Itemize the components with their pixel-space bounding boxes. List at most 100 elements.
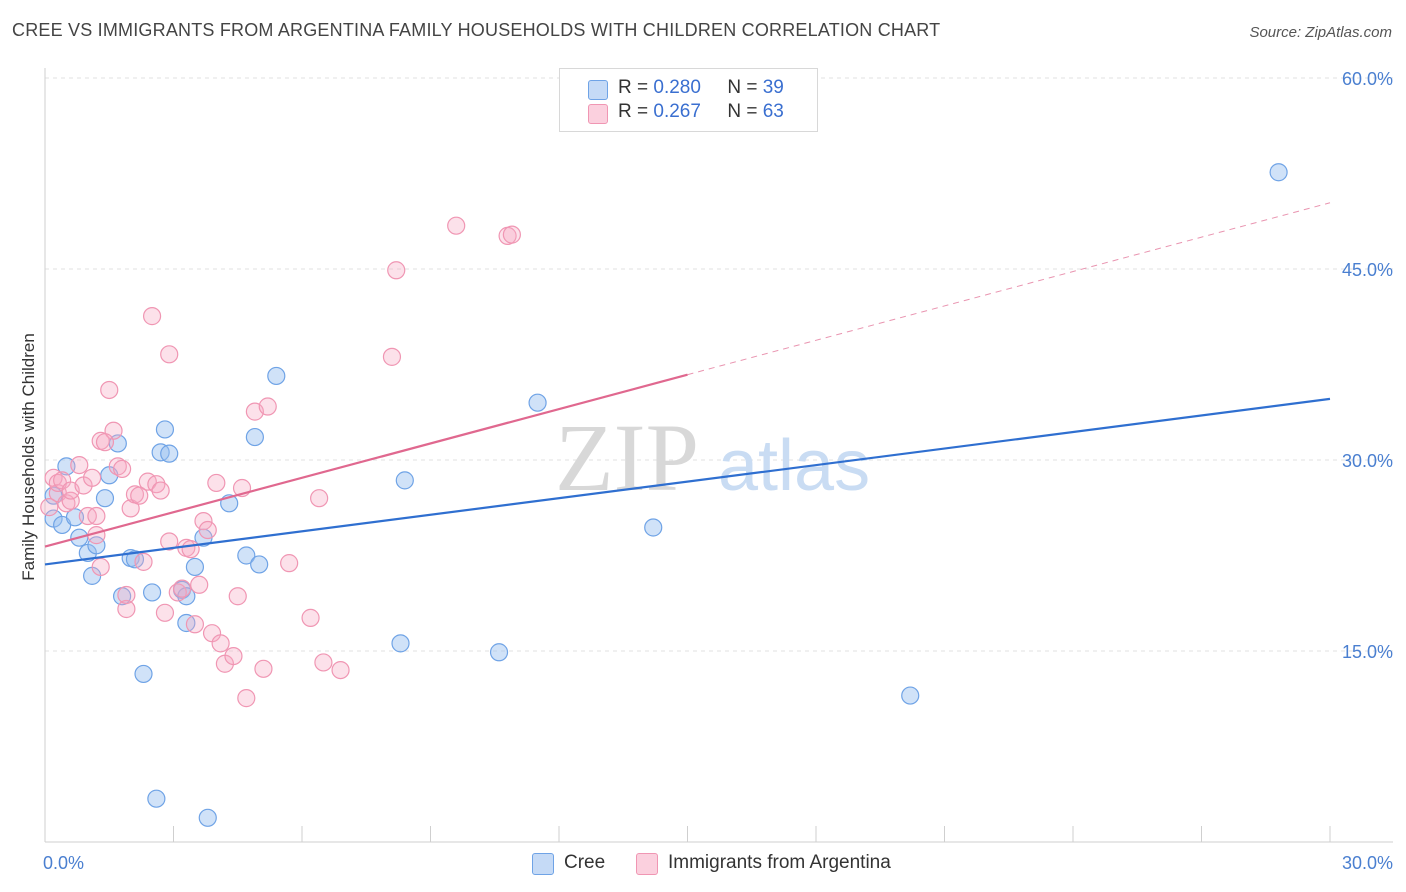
trend-lines [44, 202, 1331, 566]
point-argentina-52 [280, 554, 299, 573]
point-argentina-36 [181, 540, 200, 559]
trend-line-argentina-extension [687, 202, 1331, 376]
series-cree [44, 163, 1288, 827]
legend-n-value-cree: 39 [762, 77, 784, 98]
legend-n-label-cree: N = [727, 77, 758, 98]
point-cree-2 [57, 457, 76, 476]
point-argentina-55 [314, 653, 333, 672]
stats-legend: R = 0.280 N = 39 R = 0.267 N = 63 [559, 68, 818, 132]
legend-text-cree: R = 0.280 N = 39 [618, 77, 784, 99]
point-argentina-30 [155, 603, 175, 622]
y-tick-label-2: 45.0% [1342, 260, 1393, 280]
point-argentina-50 [254, 659, 273, 678]
point-argentina-29 [151, 481, 170, 500]
point-argentina-42 [207, 473, 226, 493]
point-cree-37 [901, 686, 920, 705]
point-argentina-40 [198, 520, 217, 540]
point-argentina-53 [301, 608, 320, 627]
point-argentina-31 [160, 532, 179, 551]
y-tick-label-3: 60.0% [1342, 69, 1393, 89]
point-argentina-46 [228, 587, 247, 606]
point-argentina-48 [237, 689, 256, 708]
point-cree-20 [160, 444, 179, 463]
point-argentina-6 [61, 491, 80, 510]
legend-text-argentina: R = 0.267 N = 63 [618, 101, 784, 123]
point-cree-31 [267, 366, 286, 386]
point-argentina-11 [83, 468, 102, 487]
legend-r-value-argentina: 0.267 [653, 101, 701, 122]
point-cree-33 [391, 634, 410, 653]
point-argentina-59 [447, 216, 466, 235]
point-argentina-62 [95, 433, 115, 452]
point-argentina-22 [121, 499, 140, 518]
point-cree-24 [185, 557, 205, 577]
point-argentina-24 [130, 486, 149, 505]
y-axis-label: Family Households with Children [19, 333, 38, 581]
bottom-swatch-argentina [636, 853, 658, 875]
watermark-atlas: atlas [718, 426, 870, 506]
grid-lines [45, 77, 1393, 652]
point-argentina-54 [310, 489, 329, 508]
legend-n-label-argentina: N = [727, 101, 758, 122]
legend-swatch-argentina [588, 104, 608, 124]
legend-r-label-argentina: R = [618, 101, 649, 122]
y-tick-label-0: 15.0% [1342, 642, 1393, 662]
trend-line-argentina [44, 373, 688, 548]
source-label: Source: ZipAtlas.com [1249, 24, 1392, 41]
point-argentina-56 [331, 660, 350, 680]
legend-r-value-cree: 0.280 [653, 77, 701, 98]
point-cree-35 [528, 393, 547, 412]
point-argentina-0 [40, 498, 59, 517]
point-cree-16 [142, 583, 162, 602]
point-argentina-58 [387, 261, 406, 280]
point-argentina-27 [142, 307, 162, 326]
point-argentina-43 [211, 634, 230, 653]
trend-line-cree [44, 397, 1331, 566]
point-cree-28 [237, 546, 256, 565]
point-cree-30 [250, 555, 269, 574]
point-argentina-13 [87, 506, 106, 526]
point-argentina-61 [502, 225, 521, 244]
x-tick-label-1: 30.0% [1342, 853, 1393, 873]
point-argentina-16 [100, 380, 119, 400]
point-cree-26 [198, 808, 217, 827]
point-argentina-8 [70, 455, 89, 475]
point-argentina-34 [172, 579, 192, 598]
y-tick-label-1: 30.0% [1342, 451, 1393, 471]
axes [44, 68, 1393, 843]
point-cree-29 [245, 427, 264, 447]
point-cree-19 [155, 420, 175, 439]
watermark-zip: ZIP [555, 404, 699, 511]
point-argentina-20 [117, 599, 136, 619]
series-argentina [40, 216, 521, 708]
point-cree-17 [147, 789, 166, 808]
point-argentina-39 [194, 512, 213, 531]
chart-title: CREE VS IMMIGRANTS FROM ARGENTINA FAMILY… [12, 20, 941, 40]
point-argentina-21 [117, 585, 136, 605]
point-cree-36 [644, 518, 663, 537]
point-argentina-51 [258, 397, 277, 416]
point-argentina-32 [160, 345, 179, 364]
point-argentina-57 [382, 347, 402, 366]
legend-swatch-cree [588, 80, 608, 100]
point-cree-15 [134, 664, 153, 684]
point-argentina-25 [134, 552, 153, 571]
x-tick-label-0: 0.0% [43, 853, 84, 873]
point-cree-7 [87, 536, 106, 555]
point-cree-9 [95, 489, 115, 508]
legend-n-value-argentina: 63 [762, 101, 784, 122]
bottom-swatch-cree [532, 853, 554, 875]
point-cree-38 [1269, 163, 1288, 182]
point-argentina-19 [112, 459, 132, 479]
point-cree-34 [489, 643, 509, 662]
legend-r-label-cree: R = [618, 77, 649, 98]
tick-labels: 15.0% 30.0% 45.0% 60.0% 0.0% 30.0% [43, 69, 1393, 873]
point-cree-32 [395, 471, 414, 490]
point-argentina-45 [224, 646, 243, 666]
bottom-label-argentina: Immigrants from Argentina [668, 852, 891, 873]
point-argentina-38 [190, 575, 209, 594]
bottom-label-cree: Cree [564, 852, 606, 873]
point-argentina-37 [185, 615, 205, 634]
point-argentina-14 [91, 557, 110, 577]
